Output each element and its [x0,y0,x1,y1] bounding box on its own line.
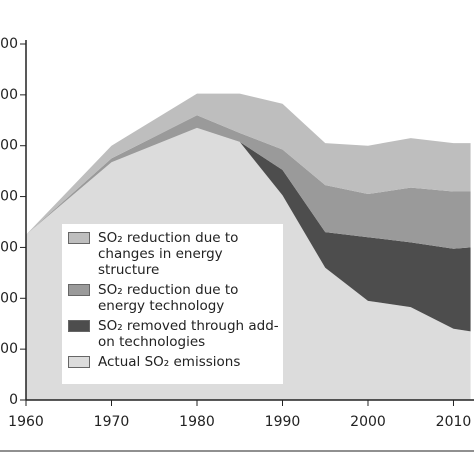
legend-swatch [68,320,90,332]
legend: SO₂ reduction due to changes in energy s… [62,224,283,384]
area [26,127,471,332]
y-tick-label: 0 [9,392,18,408]
area [26,115,471,249]
x-tick-label: 2010 [436,414,472,430]
x-tick-label: 1960 [8,414,44,430]
y-tick-label: 1000 [0,341,18,357]
legend-label: Actual SO₂ emissions [98,354,241,370]
legend-item: SO₂ reduction due to energy technology [68,282,279,314]
y-tick-label: 3000 [0,239,18,255]
legend-item: SO₂ removed through add-on technologies [68,318,279,350]
y-tick-label: 5000 [0,138,18,154]
y-tick-label: 4000 [0,189,18,205]
y-tick-label: 2000 [0,290,18,306]
y-tick-label: 6000 [0,87,18,103]
legend-item: Actual SO₂ emissions [68,354,279,370]
legend-item: SO₂ reduction due to changes in energy s… [68,230,279,278]
legend-label: SO₂ reduction due to energy technology [98,282,239,314]
legend-swatch [68,232,90,244]
x-tick-label: 1990 [265,414,301,430]
x-tick-label: 1980 [179,414,215,430]
legend-label: SO₂ removed through add-on technologies [98,318,279,350]
legend-label: SO₂ reduction due to changes in energy s… [98,230,239,278]
x-tick-label: 1970 [94,414,130,430]
x-tick-label: 2000 [350,414,386,430]
y-tick-label: 7000 [0,36,18,52]
legend-swatch [68,284,90,296]
legend-swatch [68,356,90,368]
area [26,93,471,235]
